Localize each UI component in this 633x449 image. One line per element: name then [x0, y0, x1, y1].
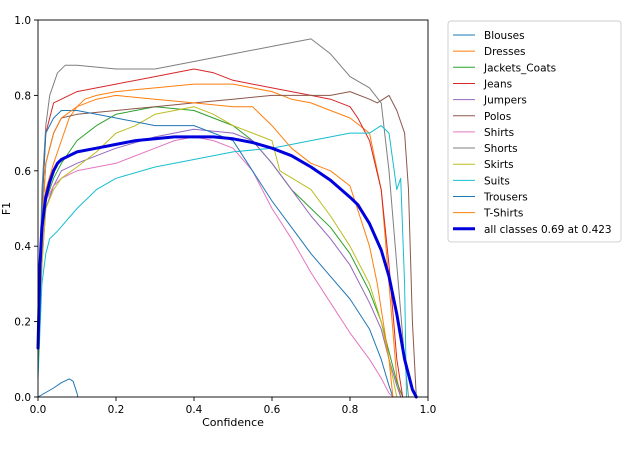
x-axis-label: Confidence: [202, 416, 264, 429]
series-line-skirts: [37, 106, 398, 398]
legend-item: Polos: [453, 111, 511, 123]
x-tick-label: 0.0: [30, 404, 47, 416]
x-tick-label: 1.0: [420, 404, 437, 416]
y-tick-label: 0.8: [14, 90, 31, 102]
legend-item: Suits: [453, 175, 510, 187]
legend-label: Trousers: [483, 192, 528, 204]
y-axis-label: F1: [0, 202, 13, 215]
legend: Blouses Dresses Jackets_Coats Jeans Jumpers P…: [447, 20, 622, 243]
legend-label: all classes 0.69 at 0.423: [484, 224, 612, 236]
legend-item: T-Shirts: [453, 208, 523, 220]
series-line-trousers: [37, 110, 394, 398]
legend-label: Suits: [484, 175, 510, 187]
series-line-shirts: [37, 136, 394, 398]
x-tick-label: 0.8: [342, 404, 359, 416]
legend-label: Jeans: [483, 78, 512, 90]
legend-item: Jackets_Coats: [453, 62, 556, 74]
y-tick-label: 0.2: [14, 317, 31, 329]
x-tick-label: 0.2: [108, 404, 125, 416]
series-line-jumpers: [37, 128, 402, 398]
legend-label: Jumpers: [483, 95, 527, 107]
y-tick-label: 0.0: [14, 392, 31, 404]
legend-label: Shirts: [484, 127, 514, 139]
series-line-blouses: [37, 378, 79, 398]
legend-label: Polos: [484, 111, 511, 123]
legend-item: Shirts: [453, 127, 514, 139]
plot-frame: [37, 19, 429, 398]
series-line-jeans: [37, 68, 404, 398]
axes-layer: 0.0 0.2 0.4 0.6 0.8 1.0 0.0 0.2 0.4 0.6 0.8 1.0: [14, 15, 436, 416]
legend-item: Skirts: [453, 159, 514, 171]
legend-item: Blouses: [453, 30, 525, 42]
y-tick-label: 0.4: [14, 241, 31, 253]
legend-label: Shorts: [484, 143, 518, 155]
legend-items: Blouses Dresses Jackets_Coats Jeans Jumpers P…: [453, 30, 612, 236]
series-line-suits: [37, 125, 407, 398]
legend-item: Trousers: [453, 192, 528, 204]
legend-item: all classes 0.69 at 0.423: [453, 224, 612, 236]
legend-label: T-Shirts: [483, 208, 523, 220]
legend-item: Dresses: [453, 46, 526, 58]
y-tick-label: 0.6: [14, 166, 31, 178]
series-line-shorts: [37, 38, 409, 398]
legend-label: Jackets_Coats: [483, 62, 556, 74]
legend-item: Shorts: [453, 143, 518, 155]
series-line-t-shirts: [37, 94, 394, 398]
y-tick-label: 1.0: [14, 15, 31, 27]
series-line-all-classes-0-69-at-0-423: [36, 135, 418, 399]
legend-label: Blouses: [484, 30, 525, 42]
series-layer: [36, 38, 418, 399]
series-line-dresses: [37, 83, 402, 398]
legend-label: Skirts: [484, 159, 514, 171]
legend-item: Jeans: [453, 78, 512, 90]
x-tick-label: 0.4: [186, 404, 203, 416]
legend-item: Jumpers: [453, 95, 527, 107]
x-tick-label: 0.6: [264, 404, 281, 416]
legend-label: Dresses: [484, 46, 526, 58]
legend-box: [447, 20, 622, 243]
